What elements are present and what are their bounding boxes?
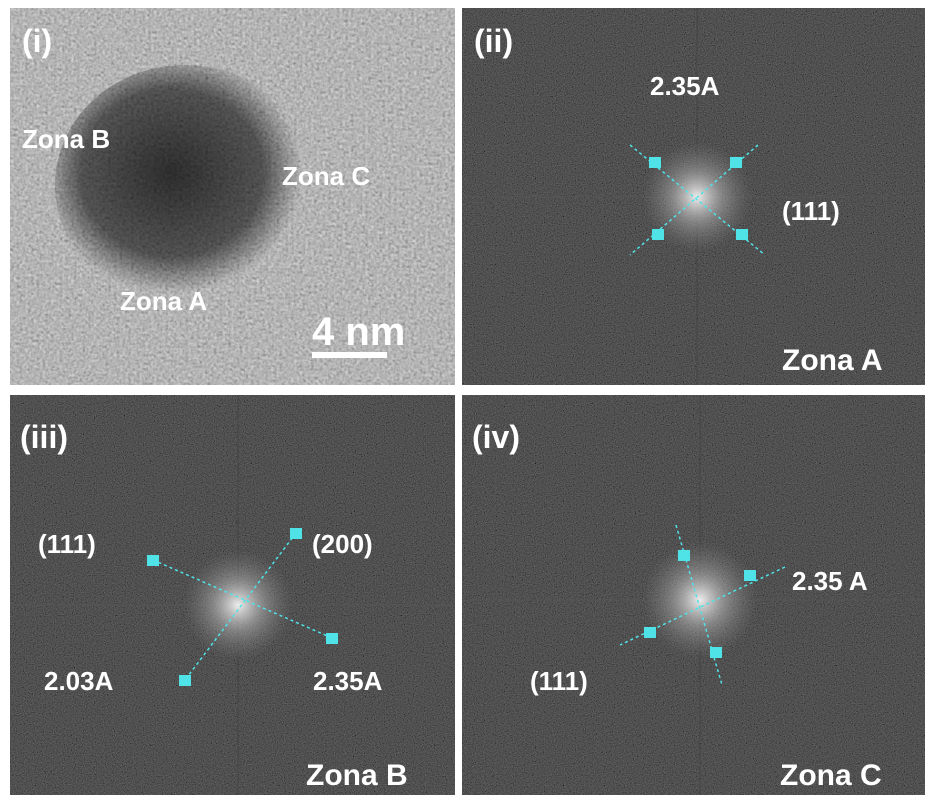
- panel-label: (iii): [20, 419, 68, 455]
- annotation: 2.35A: [313, 666, 383, 696]
- spot: [736, 229, 748, 240]
- zone-label: Zona A: [782, 344, 883, 377]
- annotation: 2.35 A: [792, 566, 868, 596]
- fft-center: [642, 542, 758, 658]
- panel-label: (i): [22, 23, 52, 59]
- panel-fft: (ii) 2.35A (111) Zona A: [462, 8, 925, 385]
- panel-fft: (iii) (111) (200) 2.03A 2.35A Zona B: [10, 395, 455, 795]
- annotation: (111): [782, 196, 840, 226]
- spot: [649, 157, 661, 168]
- annotation: 2.03A: [44, 666, 114, 696]
- scale-bar-label: 4 nm: [312, 310, 405, 354]
- spot: [730, 157, 742, 168]
- spot: [147, 555, 159, 566]
- annotation: Zona C: [282, 161, 370, 191]
- annotation: (111): [530, 666, 588, 696]
- panel-label: (ii): [474, 23, 513, 59]
- annotation: (111): [38, 529, 96, 559]
- spot: [290, 528, 302, 539]
- spot: [644, 627, 656, 638]
- zone-label: Zona B: [306, 759, 408, 792]
- spot: [326, 633, 338, 644]
- spot: [744, 570, 756, 581]
- annotation: Zona A: [120, 286, 207, 316]
- panel-tem: (i) Zona B Zona C Zona A 4 nm: [10, 8, 455, 385]
- panel-fft: (iv) 2.35 A (111) Zona C: [462, 395, 925, 795]
- panel-label: (iv): [472, 419, 520, 455]
- figure: (i) Zona B Zona C Zona A 4 nm (ii) 2.35A…: [0, 0, 933, 797]
- fft-center: [183, 550, 293, 660]
- spot: [179, 675, 191, 686]
- annotation: 2.35A: [650, 71, 720, 101]
- annotation: (200): [312, 529, 373, 559]
- zone-label: Zona C: [780, 759, 882, 792]
- scale-bar: [312, 352, 387, 358]
- spot: [678, 550, 690, 561]
- spot: [652, 229, 664, 240]
- spot: [710, 647, 722, 658]
- annotation: Zona B: [22, 124, 110, 154]
- nanoparticle: [55, 65, 315, 305]
